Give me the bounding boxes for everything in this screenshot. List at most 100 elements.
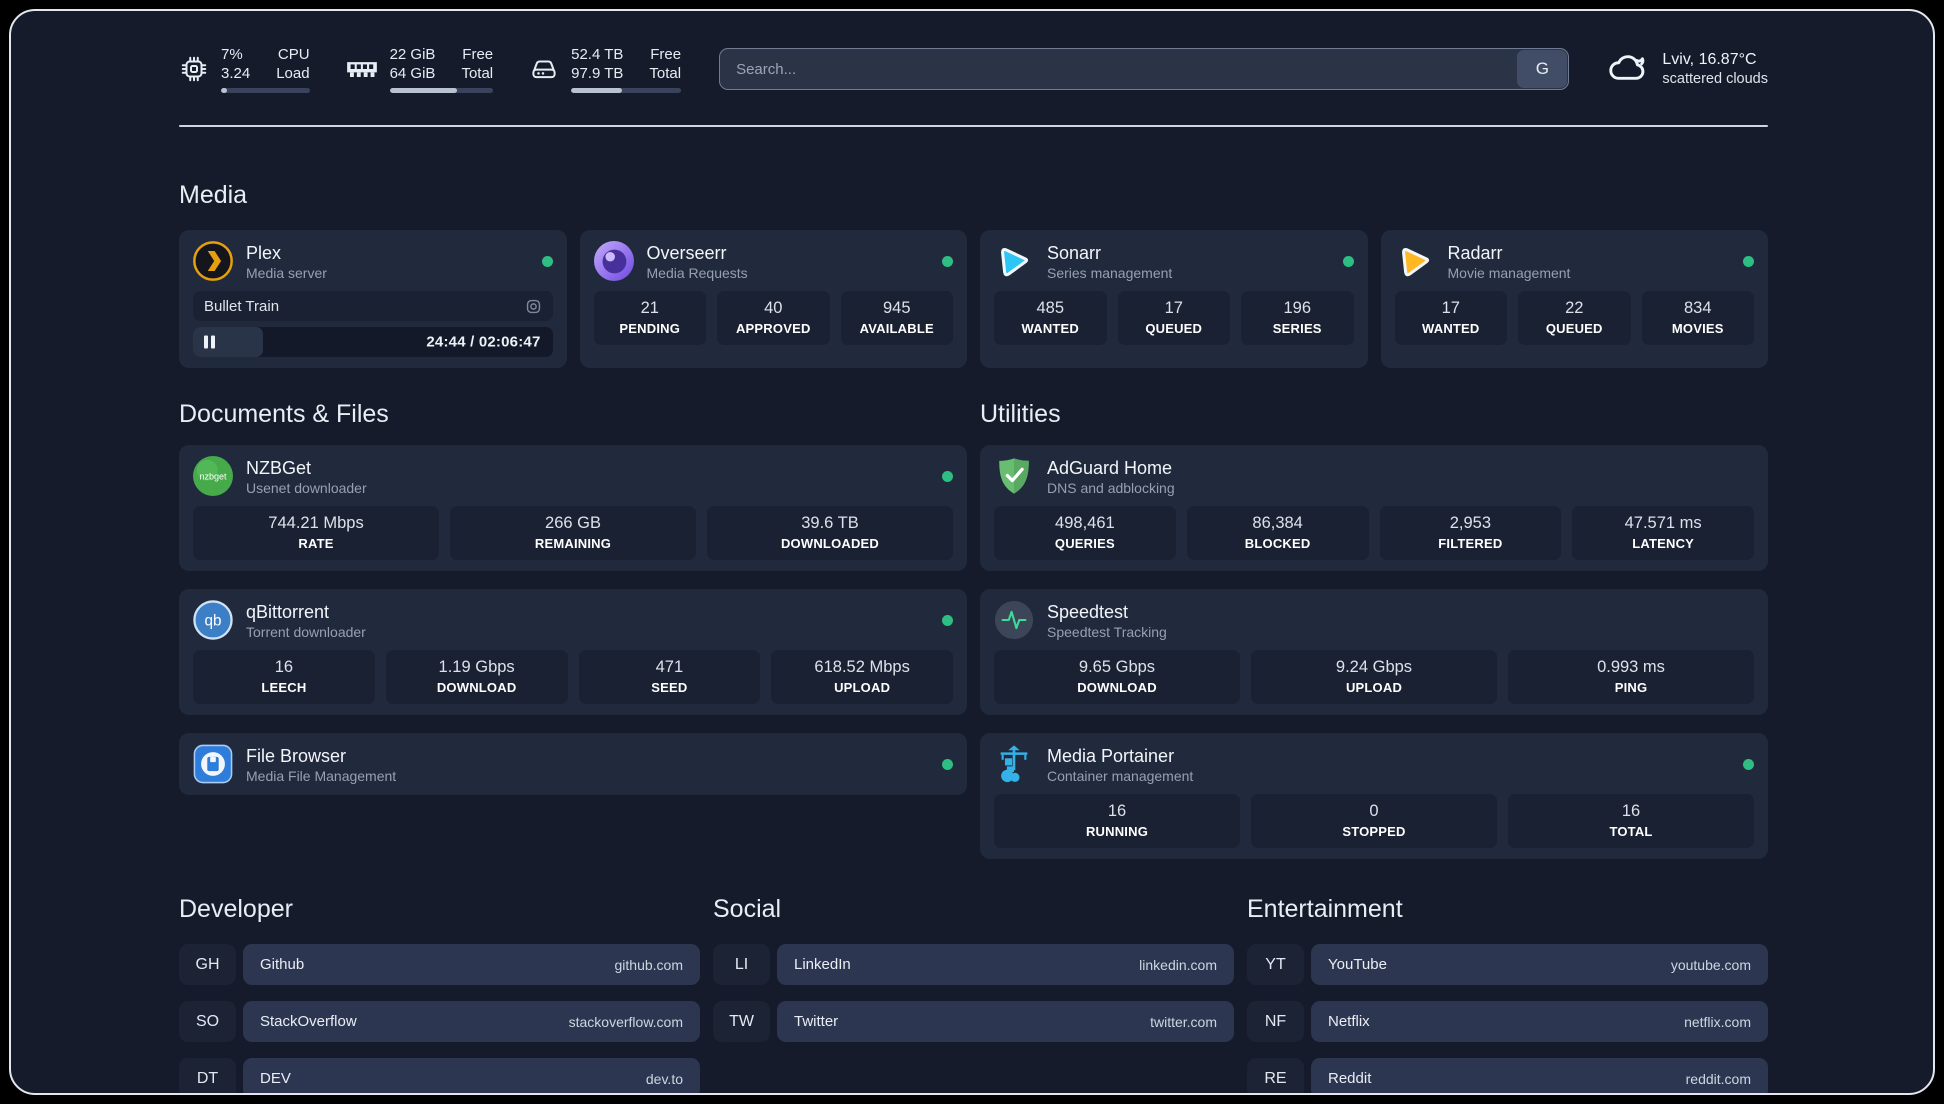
nzbget-card[interactable]: nzbget NZBGet Usenet downloader 744.21 M… xyxy=(179,445,967,571)
disk-total-value: 97.9 TB xyxy=(571,65,624,82)
service-name: File Browser xyxy=(246,745,347,766)
bookmark-name: Github xyxy=(260,956,305,973)
bookmark-abbr: GH xyxy=(179,944,236,985)
plex-card[interactable]: Plex Media server Bullet Train 24:44 / 0… xyxy=(179,230,567,368)
bookmark-youtube[interactable]: YT YouTube youtube.com xyxy=(1247,944,1768,985)
weather-location: Lviv, 16.87°C xyxy=(1662,51,1757,68)
search-bar: G xyxy=(719,48,1570,90)
qbittorrent-card[interactable]: qb qBittorrent Torrent downloader 16 LEEC… xyxy=(179,589,967,715)
svg-text:nzbget: nzbget xyxy=(199,471,227,481)
radarr-card[interactable]: Radarr Movie management 17 WANTED 22 QUEUE… xyxy=(1380,230,1768,368)
stat-box: 17 WANTED xyxy=(1394,291,1507,345)
status-dot xyxy=(942,255,953,267)
bookmark-abbr: NF xyxy=(1247,1001,1304,1042)
speedtest-card[interactable]: Speedtest Speedtest Tracking 9.65 Gbps DO… xyxy=(980,589,1768,715)
status-dot xyxy=(1743,758,1754,770)
service-name: Sonarr xyxy=(1047,242,1102,263)
playback-progress-bar: 24:44 / 02:06:47 xyxy=(193,327,553,357)
disk-icon xyxy=(529,54,559,84)
service-name: NZBGet xyxy=(246,457,312,478)
bookmark-name: Reddit xyxy=(1328,1070,1372,1087)
cpu-progress-bar xyxy=(221,88,310,93)
stat-box: 22 QUEUED xyxy=(1518,291,1631,345)
status-dot xyxy=(942,614,953,626)
service-name: Plex xyxy=(246,242,282,263)
cpu-icon xyxy=(179,54,209,84)
media-grid: Plex Media server Bullet Train 24:44 / 0… xyxy=(179,230,1768,368)
social-bookmarks: Social LI LinkedIn linkedin.com TW Twitt… xyxy=(713,895,1234,1042)
now-playing-row: Bullet Train xyxy=(193,291,553,321)
weather-widget: Lviv, 16.87°C scattered clouds xyxy=(1607,51,1768,88)
playback-time: 24:44 / 02:06:47 xyxy=(426,333,541,351)
stat-box: 266 GB REMAINING xyxy=(450,506,696,560)
memory-total-label: Total xyxy=(461,65,494,82)
bookmark-linkedin[interactable]: LI LinkedIn linkedin.com xyxy=(713,944,1234,985)
service-description: Speedtest Tracking xyxy=(1047,623,1167,640)
portainer-icon xyxy=(994,744,1034,784)
stat-box: 618.52 Mbps UPLOAD xyxy=(771,650,953,704)
plex-icon xyxy=(193,241,233,281)
social-section-title: Social xyxy=(713,895,782,923)
overseerr-card[interactable]: Overseerr Media Requests 21 PENDING 40 APP… xyxy=(579,230,967,368)
bookmark-name: Twitter xyxy=(794,1013,839,1030)
top-bar: 7% 3.24 CPU Load xyxy=(179,45,1768,93)
stat-box: 21 PENDING xyxy=(593,291,706,345)
status-dot xyxy=(1743,255,1754,267)
disk-stat: 52.4 TB 97.9 TB Free Total xyxy=(529,45,682,93)
search-engine-button[interactable]: G xyxy=(1517,50,1568,88)
bookmark-twitter[interactable]: TW Twitter twitter.com xyxy=(713,1001,1234,1042)
sonarr-card[interactable]: Sonarr Series management 485 WANTED 17 QUE… xyxy=(980,230,1368,368)
memory-stat: 22 GiB 64 GiB Free Total xyxy=(346,45,494,93)
service-name: Media Portainer xyxy=(1047,745,1175,766)
media-section-title: Media xyxy=(179,181,248,209)
search-input[interactable] xyxy=(719,48,1570,90)
qbittorrent-icon: qb xyxy=(193,600,233,640)
bookmark-abbr: DT xyxy=(179,1058,236,1093)
bookmark-reddit[interactable]: RE Reddit reddit.com xyxy=(1247,1058,1768,1093)
status-dot xyxy=(942,470,953,482)
header-divider xyxy=(179,125,1768,127)
bookmark-netflix[interactable]: NF Netflix netflix.com xyxy=(1247,1001,1768,1042)
cloud-icon xyxy=(1607,51,1649,88)
disk-total-label: Total xyxy=(649,65,682,82)
service-description: Torrent downloader xyxy=(246,623,366,640)
svg-text:qb: qb xyxy=(205,613,222,630)
now-playing-title: Bullet Train xyxy=(204,297,280,315)
status-dot xyxy=(541,255,553,267)
stat-box: 498,461 QUERIES xyxy=(994,506,1176,560)
sonarr-icon xyxy=(994,241,1034,281)
stat-box: 744.21 Mbps RATE xyxy=(193,506,439,560)
stat-box: 16 LEECH xyxy=(193,650,375,704)
portainer-card[interactable]: Media Portainer Container management 16 R… xyxy=(980,733,1768,859)
adguard-card[interactable]: AdGuard Home DNS and adblocking 498,461 Q… xyxy=(980,445,1768,571)
bookmark-url: netflix.com xyxy=(1684,1013,1751,1030)
utilities-column: Utilities AdGuard Home DNS and adblockin… xyxy=(980,400,1768,859)
bookmark-abbr: SO xyxy=(179,1001,236,1042)
stat-box: 86,384 BLOCKED xyxy=(1186,506,1369,560)
bookmark-name: DEV xyxy=(260,1070,291,1087)
entertainment-bookmarks: Entertainment YT YouTube youtube.com NF … xyxy=(1247,895,1768,1093)
now-playing-icon[interactable] xyxy=(525,298,542,315)
bookmark-github[interactable]: GH Github github.com xyxy=(179,944,700,985)
pause-icon[interactable] xyxy=(204,335,215,349)
service-description: Movie management xyxy=(1447,264,1571,281)
disk-progress-bar xyxy=(571,88,682,93)
filebrowser-card[interactable]: File Browser Media File Management xyxy=(179,733,967,795)
overseerr-icon xyxy=(593,241,634,281)
service-description: DNS and adblocking xyxy=(1047,479,1175,496)
bookmark-url: linkedin.com xyxy=(1139,956,1217,973)
stat-box: 0.993 ms PING xyxy=(1508,650,1754,704)
stat-box: 16 RUNNING xyxy=(994,794,1240,848)
documents-section-title: Documents & Files xyxy=(179,400,389,428)
stat-box: 945 AVAILABLE xyxy=(840,291,953,345)
bookmark-dev[interactable]: DT DEV dev.to xyxy=(179,1058,700,1093)
bookmark-stackoverflow[interactable]: SO StackOverflow stackoverflow.com xyxy=(179,1001,700,1042)
stat-box: 0 STOPPED xyxy=(1251,794,1497,848)
developer-bookmarks: Developer GH Github github.com SO StackO… xyxy=(179,895,700,1093)
cpu-load-label: Load xyxy=(276,65,310,82)
system-stats: 7% 3.24 CPU Load xyxy=(179,45,682,93)
filebrowser-icon xyxy=(193,744,233,784)
stat-box: 1.19 Gbps DOWNLOAD xyxy=(385,650,568,704)
bookmark-url: twitter.com xyxy=(1150,1013,1217,1030)
bookmark-url: github.com xyxy=(614,956,683,973)
